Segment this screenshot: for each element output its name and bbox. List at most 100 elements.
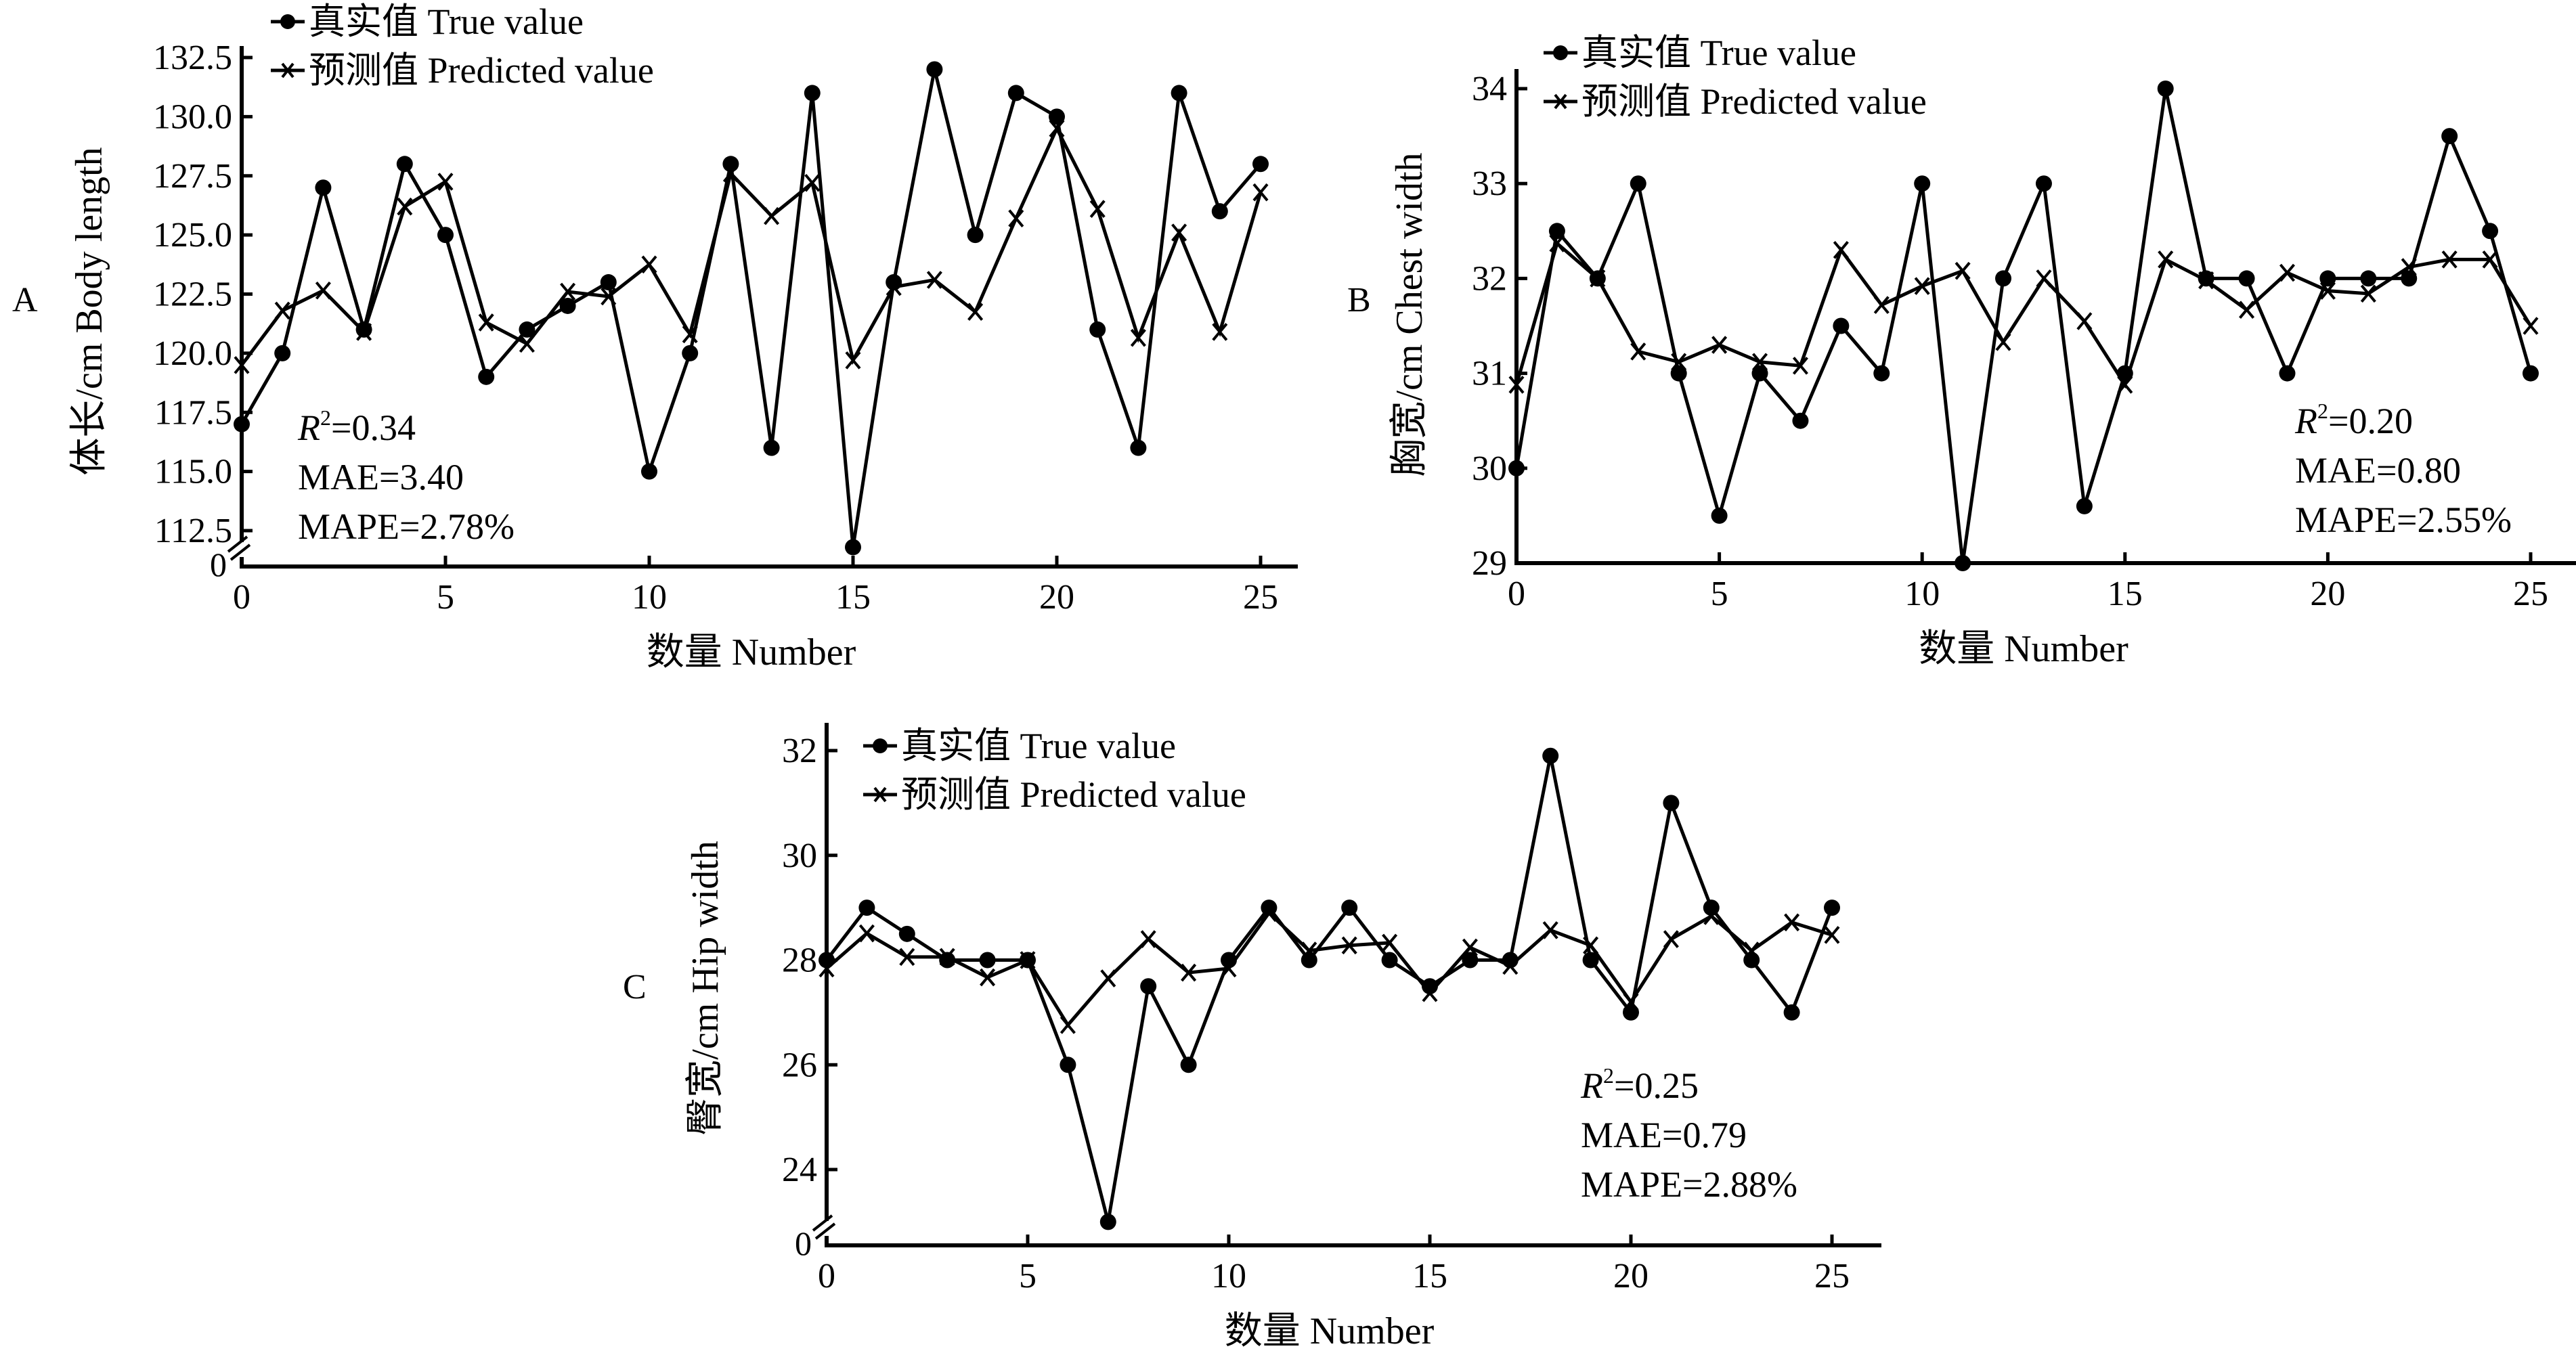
- x-tick-label: 25: [1814, 1257, 1850, 1295]
- panel-label: C: [623, 968, 647, 1006]
- predicted-value-point: [1212, 323, 1228, 341]
- x-tick-label: 15: [1412, 1257, 1447, 1295]
- true-value-point: [722, 156, 739, 173]
- true-value-point: [858, 899, 875, 916]
- true-value-point: [926, 61, 943, 78]
- y-tick-label: 30: [782, 837, 817, 875]
- true-value-point: [1099, 1214, 1116, 1230]
- true-value-point: [1140, 978, 1157, 995]
- y-tick-label: 24: [782, 1151, 817, 1189]
- y-tick-label-zero: 0: [210, 546, 227, 583]
- predicted-value-point: [2279, 263, 2296, 282]
- y-tick-label: 32: [782, 732, 817, 770]
- r-squared-label: R2=0.34: [297, 405, 416, 448]
- x-tick-label: 15: [2108, 575, 2143, 613]
- predicted-value-point: [2117, 376, 2133, 394]
- true-value-point: [1955, 555, 1971, 571]
- true-value-point: [1873, 365, 1890, 382]
- predicted-value-point: [1060, 1016, 1076, 1034]
- predicted-value-point: [601, 287, 617, 306]
- mae-label: MAE=3.40: [298, 457, 464, 497]
- predicted-value-point: [1663, 930, 1679, 948]
- predicted-value-point: [886, 277, 902, 296]
- axis-break-mark: [812, 1214, 833, 1232]
- predicted-value-point: [2401, 258, 2417, 276]
- predicted-value-point: [1341, 936, 1357, 955]
- true-value-point: [1542, 747, 1559, 764]
- predicted-value-point: [845, 351, 861, 370]
- y-tick-label: 117.5: [154, 393, 232, 432]
- predicted-value-point: [939, 948, 955, 967]
- true-value-point: [1751, 365, 1768, 382]
- predicted-value-point: [1100, 969, 1116, 987]
- predicted-value-line: [1514, 240, 2533, 389]
- predicted-value-point: [437, 173, 454, 191]
- predicted-value-point: [858, 924, 875, 943]
- true-value-point: [2360, 270, 2377, 287]
- series-predicted-value: [1508, 234, 2539, 394]
- x-tick-label: 15: [835, 578, 871, 617]
- mae-label: MAE=0.80: [2295, 450, 2461, 491]
- predicted-value-point: [1008, 209, 1024, 227]
- true-value-point: [2238, 270, 2255, 287]
- predicted-value-line: [240, 125, 1263, 366]
- y-tick-label: 130.0: [153, 97, 232, 136]
- predicted-value-point: [478, 313, 494, 332]
- predicted-value-point: [2076, 312, 2093, 330]
- y-tick-label: 120.0: [153, 334, 232, 373]
- true-value-point: [1582, 952, 1599, 969]
- true-value-point: [1089, 321, 1106, 338]
- series-true-value: [818, 747, 1840, 1230]
- x-tick-label: 25: [2513, 575, 2548, 613]
- mape-label: MAPE=2.55%: [2295, 499, 2512, 540]
- panel-label: A: [12, 281, 38, 319]
- true-value-point: [1341, 899, 1358, 916]
- predicted-value-line: [825, 910, 1833, 1028]
- true-value-point: [315, 179, 332, 196]
- x-tick-label: 5: [437, 578, 454, 617]
- predicted-value-point: [315, 281, 331, 300]
- predicted-value-point: [2198, 271, 2214, 290]
- predicted-value-point: [1711, 336, 1728, 354]
- true-value-point: [1914, 175, 1931, 192]
- predicted-value-point: [980, 968, 996, 987]
- legend: 真实值 True value 预测值 Predicted value: [271, 1, 654, 91]
- true-value-point: [1630, 175, 1646, 192]
- legend: 真实值 True value 预测值 Predicted value: [1544, 32, 1927, 122]
- predicted-value-point: [1508, 376, 1525, 394]
- r-squared-label: R2=0.20: [2294, 399, 2413, 441]
- predicted-value-point: [2158, 250, 2174, 269]
- true-value-point: [641, 463, 657, 480]
- true-value-point: [1130, 439, 1147, 456]
- true-value-point: [1711, 507, 1728, 524]
- legend: 真实值 True value 预测值 Predicted value: [863, 726, 1246, 815]
- predicted-value-point: [1171, 223, 1187, 242]
- predicted-value-point: [764, 206, 780, 225]
- legend-true-label: 真实值 True value: [901, 726, 1176, 766]
- predicted-value-point: [356, 323, 372, 341]
- metrics-annotation: R2=0.25 MAE=0.79 MAPE=2.88%: [1580, 1063, 1797, 1205]
- true-value-point: [2401, 270, 2418, 287]
- predicted-value-point: [967, 303, 984, 321]
- y-tick-label: 125.0: [153, 216, 232, 254]
- true-value-point: [1462, 952, 1479, 969]
- x-tick-label: 10: [1904, 575, 1940, 613]
- legend-true-label: 真实值 True value: [309, 1, 584, 42]
- y-axis-label: 臀宽/cm Hip width: [684, 841, 726, 1136]
- y-tick-label-zero: 0: [795, 1224, 812, 1262]
- y-tick-label: 127.5: [153, 157, 232, 196]
- predicted-value-point: [641, 255, 657, 274]
- true-value-point: [2482, 223, 2499, 240]
- true-value-line: [1514, 88, 2533, 564]
- x-tick-label: 5: [1711, 575, 1728, 613]
- axis-break-mark: [814, 1222, 836, 1240]
- true-value-point: [2523, 365, 2539, 382]
- legend-predicted-marker: [873, 786, 887, 803]
- predicted-value-point: [274, 301, 290, 320]
- true-value-point: [2441, 128, 2458, 145]
- true-value-point: [845, 539, 861, 556]
- predicted-value-point: [2239, 301, 2255, 319]
- true-value-point: [396, 156, 413, 173]
- true-value-point: [898, 925, 915, 942]
